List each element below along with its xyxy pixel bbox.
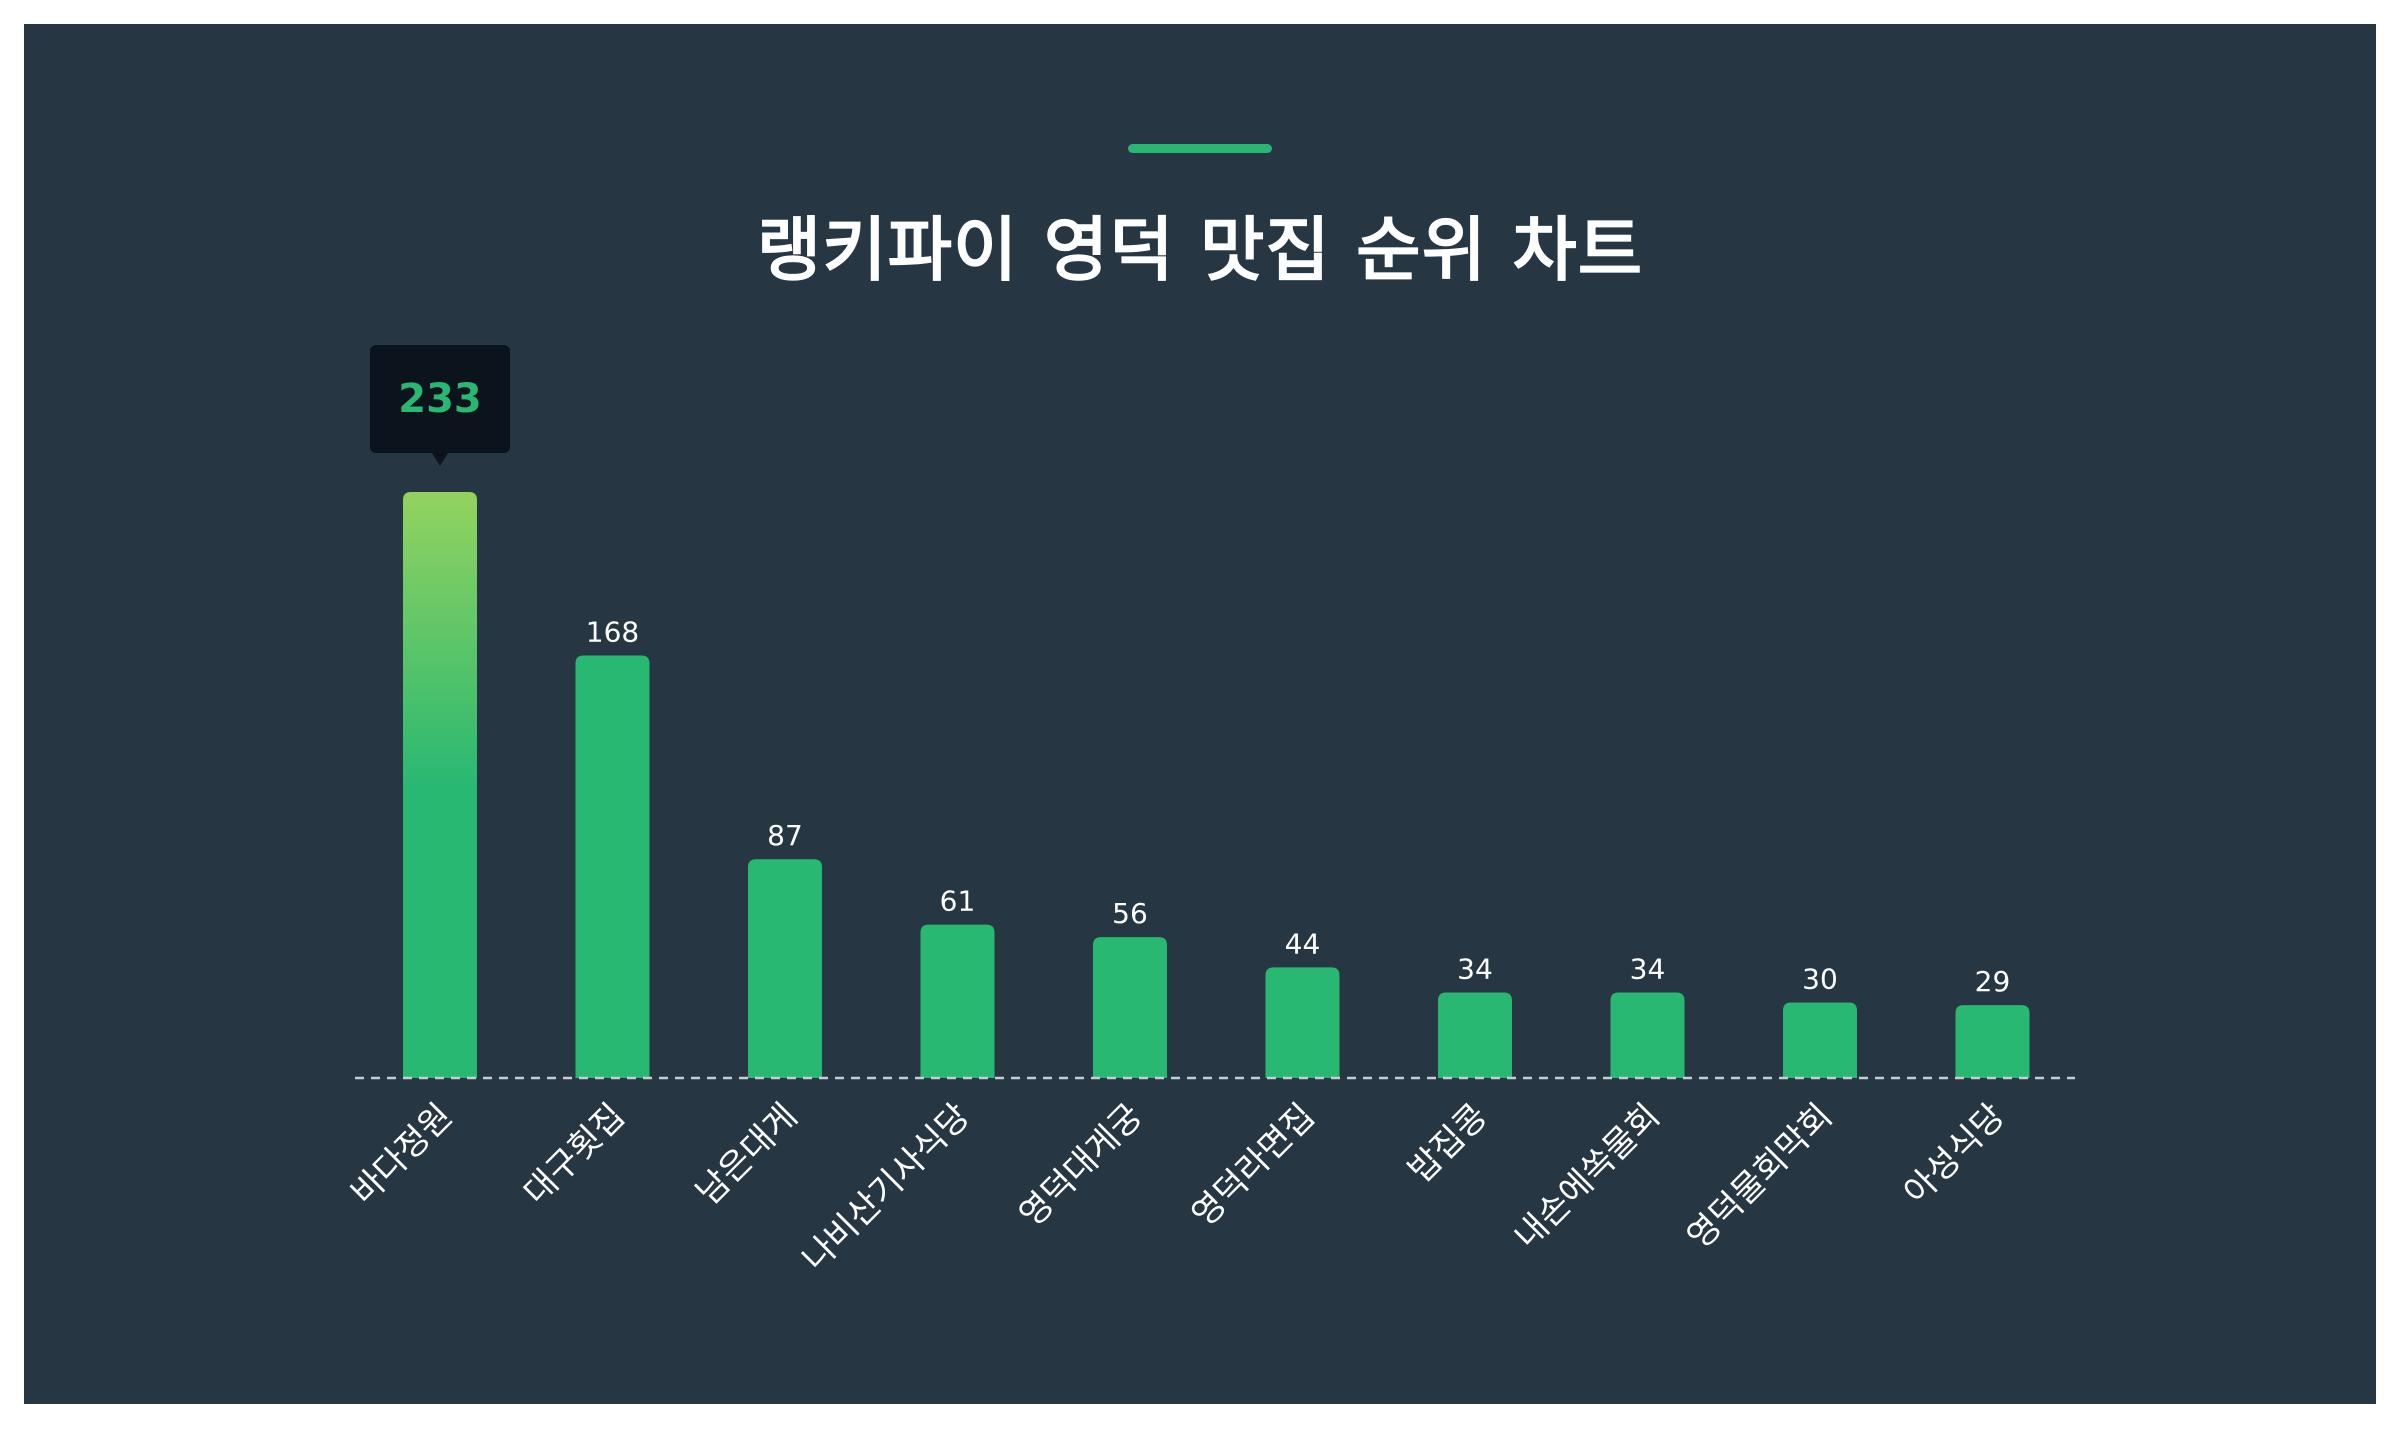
bar-5[interactable] (1093, 937, 1167, 1078)
category-label: 영덕대게궁 (1011, 1096, 1150, 1235)
category-label: 밥집콩 (1401, 1096, 1496, 1191)
bar-value-label: 29 (1975, 965, 2011, 998)
bar-value-label: 34 (1630, 952, 1666, 985)
category-label: 내손에쏙물회 (1507, 1096, 1668, 1257)
tooltip-box (370, 345, 510, 453)
category-label: 영덕라면집 (1184, 1096, 1323, 1235)
bar-9[interactable] (1783, 1002, 1857, 1078)
bar-value-label: 30 (1802, 963, 1838, 996)
bar-1[interactable] (403, 492, 477, 1078)
tooltip-value: 233 (398, 376, 482, 422)
chart-title: 랭키파이 영덕 맛집 순위 차트 (756, 209, 1644, 291)
title-accent-line (1128, 144, 1272, 153)
bar-6[interactable] (1265, 967, 1340, 1078)
tooltip-pointer (432, 453, 448, 466)
bar-value-label: 87 (767, 819, 803, 852)
bar-value-label: 44 (1285, 927, 1321, 960)
bar-2[interactable] (575, 655, 650, 1078)
bar-value-label: 34 (1457, 952, 1493, 985)
bar-4[interactable] (920, 924, 995, 1078)
value-tooltip: 233 (370, 345, 510, 466)
bar-8[interactable] (1610, 992, 1685, 1078)
category-label: 남은대게 (689, 1096, 806, 1213)
category-label: 대구횟집 (516, 1096, 633, 1213)
category-label: 아성식당 (1896, 1096, 2013, 1213)
bar-value-label: 168 (586, 615, 639, 648)
category-label: 나비산기사식당 (795, 1096, 978, 1279)
bar-10[interactable] (1955, 1005, 2030, 1078)
bar-7[interactable] (1438, 992, 1512, 1078)
bar-value-label: 56 (1112, 897, 1148, 930)
bars-layer: 168 87 61 56 44 34 34 30 29 (403, 492, 2030, 1078)
category-label: 바다정원 (344, 1096, 461, 1213)
bar-value-label: 61 (940, 885, 976, 918)
bar-3[interactable] (748, 859, 822, 1078)
category-label: 영덕물회막회 (1679, 1096, 1840, 1257)
